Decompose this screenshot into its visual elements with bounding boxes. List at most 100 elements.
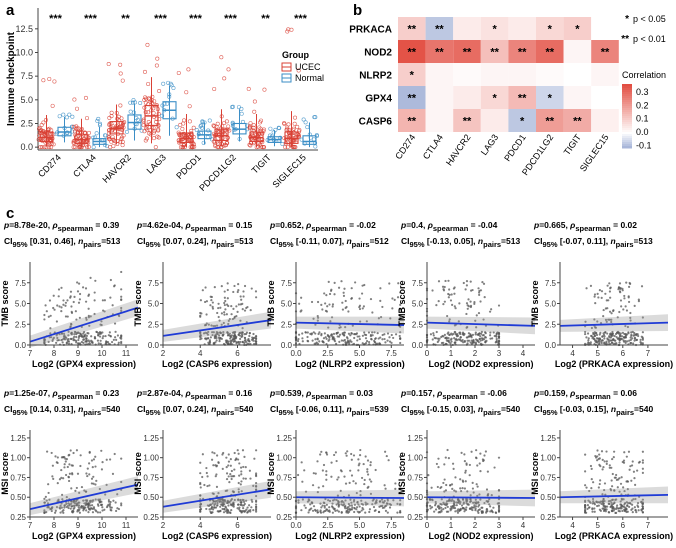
data-point [187,104,192,109]
scatter-point [63,466,66,469]
scatter-point [98,498,102,501]
scatter-point [234,330,237,334]
data-point [151,114,156,119]
scatter-point [227,322,230,326]
data-point [106,128,111,133]
scatter-point [215,473,218,476]
scatter-point [435,462,438,466]
scatter-point [316,509,319,512]
scatter-point [109,508,112,512]
scatter-point [211,502,214,505]
scatter-point [335,503,338,506]
scatter-point [73,330,77,333]
scatter-point [92,507,96,510]
scatter-point [629,319,632,322]
heatmap-cell [480,109,509,132]
scatter-point [359,320,362,323]
scatter-point [255,340,258,343]
x-axis-title: Log2 (NOD2 expression) [428,531,533,541]
scatter-point [255,488,258,492]
scatter-point [93,335,96,339]
scatter-point [210,295,213,299]
scatter-point [227,340,230,343]
scatter-point [383,499,386,503]
scatter-point [86,474,89,478]
scatter-point [641,502,644,505]
scatter-point [221,453,224,456]
scatter-point [103,299,106,302]
scatter-point [625,281,628,284]
scatter-point [233,468,236,471]
x-tick-label: 2.5 [322,349,334,358]
scatter-point [398,334,401,338]
scatter-point [453,324,457,327]
scatter-point [230,477,233,481]
scatter-point [210,324,213,327]
scatter-point [206,504,209,507]
scatter-point [358,453,362,457]
data-point [118,103,123,108]
data-point [260,145,265,150]
scatter-point [220,323,223,326]
heatmap-cell [398,86,426,109]
x-tick-label: 1 [449,349,454,358]
data-point [301,117,306,122]
data-point [155,134,160,139]
scatter-point [107,500,111,503]
scatter-point [85,499,89,503]
scatter-point [322,501,325,504]
regression-line [29,483,139,510]
scatter-point [255,449,258,452]
scatter-point [90,459,94,462]
scatter-point [230,313,233,316]
scatter-point [449,507,452,510]
x-tick-label: 5 [595,521,600,530]
data-point [182,118,187,123]
scatter-point [74,310,77,313]
scatter-point [217,510,220,513]
data-point [249,136,254,141]
scatter-point [242,477,245,480]
scatter-point [324,336,327,339]
scatter-point [362,508,365,511]
scatter-point [242,465,245,469]
scatter-point [614,498,617,501]
scatter-point [49,327,52,330]
scatter-point [322,485,325,488]
scatter-point [60,332,63,335]
stat-line-1: p=0.4, ρspearman = -0.04 [400,220,498,233]
scatter-point [91,341,94,344]
scatter-point [448,288,451,291]
scatter-point [602,498,605,501]
scatter-point [98,487,101,491]
scatter-point [67,334,70,337]
scatter-point [120,480,123,484]
scatter-point [452,467,455,470]
scatter-point [325,478,328,481]
scatter-point [64,460,67,463]
y-tick-label: 5.0 [281,300,293,309]
scatter-point [637,505,640,508]
scatter-point [641,342,644,345]
scatter-point [584,320,587,323]
scatter-point [233,474,236,478]
data-point [213,144,218,149]
scatter-point [479,339,482,342]
data-point [120,139,125,144]
scatter-point [616,316,619,319]
heatmap-cell [425,63,454,86]
heatmap-cell [591,63,619,86]
scatter-point [120,340,123,343]
scatter-point [310,300,314,304]
scatter-point [84,333,87,336]
scatter-point [437,457,440,460]
scatter-point [84,490,87,493]
scatter-point [206,475,209,478]
data-point [128,109,133,114]
scatter-point [343,475,346,478]
scatter-point [232,340,235,343]
scatter-point [317,332,320,336]
scatter-point [444,336,447,339]
scatter-point [483,501,486,505]
scatter-point [210,458,214,461]
